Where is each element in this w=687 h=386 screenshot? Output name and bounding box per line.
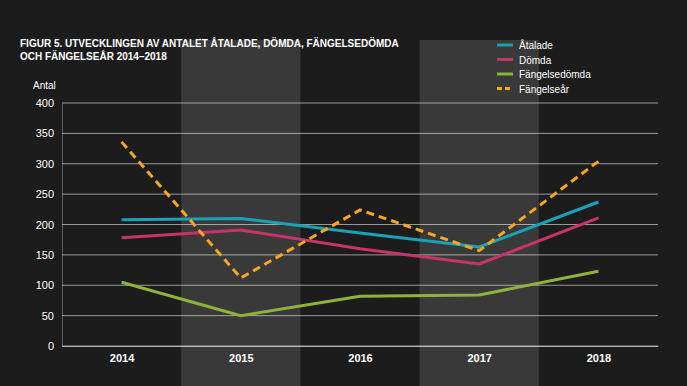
grid-line (62, 254, 658, 255)
y-tick: 0 (48, 340, 62, 352)
title: FIGUR 5. UTVECKLINGEN AV ANTALET ÅTALADE… (20, 37, 399, 62)
grid-line (62, 103, 658, 104)
legend-label: Fängelsedömda (519, 69, 591, 80)
grid-line (62, 133, 658, 134)
legend-label: Fängelseår (519, 84, 570, 95)
y-tick-label: 0 (48, 340, 54, 352)
grid-line (62, 163, 658, 164)
legend-label: Åtalade (519, 39, 553, 51)
legend-label: Dömda (519, 55, 552, 66)
grid (62, 103, 658, 346)
y-tick: 200 (36, 219, 62, 231)
legend-swatch (497, 73, 513, 76)
y-tick: 50 (42, 310, 62, 322)
y-tick-label: 100 (36, 279, 54, 291)
grid-line (62, 224, 658, 225)
legend-swatch (497, 58, 513, 61)
grid-line (62, 285, 658, 286)
x-tick: 2018 (587, 346, 611, 364)
y-tick-label: 200 (36, 219, 54, 231)
y-tick-label: 250 (36, 188, 54, 200)
y-tick-label: 150 (36, 249, 54, 261)
x-tick: 2015 (229, 346, 253, 364)
y-tick: 400 (36, 97, 62, 109)
y-label: Antal (33, 80, 56, 91)
legend: Åtalade Dömda Fängelsedömda Fängelseår (497, 39, 591, 95)
y-tick-label: 350 (36, 127, 54, 139)
title-line: OCH FÄNGELSEÅR 2014–2018 (20, 50, 167, 62)
chart: FIGUR 5. UTVECKLINGEN AV ANTALET ÅTALADE… (0, 0, 687, 386)
y-tick: 150 (36, 249, 62, 261)
x-tick: 2017 (467, 346, 491, 364)
band (181, 40, 300, 386)
legend-swatch (497, 87, 513, 90)
title-line: FIGUR 5. UTVECKLINGEN AV ANTALET ÅTALADE… (20, 37, 399, 49)
x-tick: 2016 (348, 346, 372, 364)
series-line (122, 142, 599, 278)
x-tick-label: 2016 (348, 352, 372, 364)
x-tick-label: 2017 (467, 352, 491, 364)
x-tick-label: 2015 (229, 352, 253, 364)
y-tick-label: 50 (42, 310, 54, 322)
lines (122, 142, 599, 316)
y-axis: 0 50 100 150 200 250 300 350 400 (36, 97, 63, 352)
x-axis: 2014 2015 2016 2017 2018 (63, 346, 659, 364)
grid-line (62, 194, 658, 195)
y-tick-label: 300 (36, 158, 54, 170)
y-tick-label: 400 (36, 97, 54, 109)
x-tick-label: 2018 (587, 352, 611, 364)
series-line (122, 271, 599, 315)
y-tick: 350 (36, 127, 62, 139)
y-axis-line (62, 104, 63, 347)
y-tick: 300 (36, 158, 62, 170)
legend-swatch (497, 44, 513, 47)
y-tick: 100 (36, 279, 62, 291)
grid-line (62, 315, 658, 316)
x-tick: 2014 (110, 346, 135, 364)
background (0, 0, 687, 386)
x-tick-label: 2014 (110, 352, 135, 364)
grid-line (62, 346, 658, 347)
y-tick: 250 (36, 188, 62, 200)
x-axis-line (63, 346, 659, 347)
